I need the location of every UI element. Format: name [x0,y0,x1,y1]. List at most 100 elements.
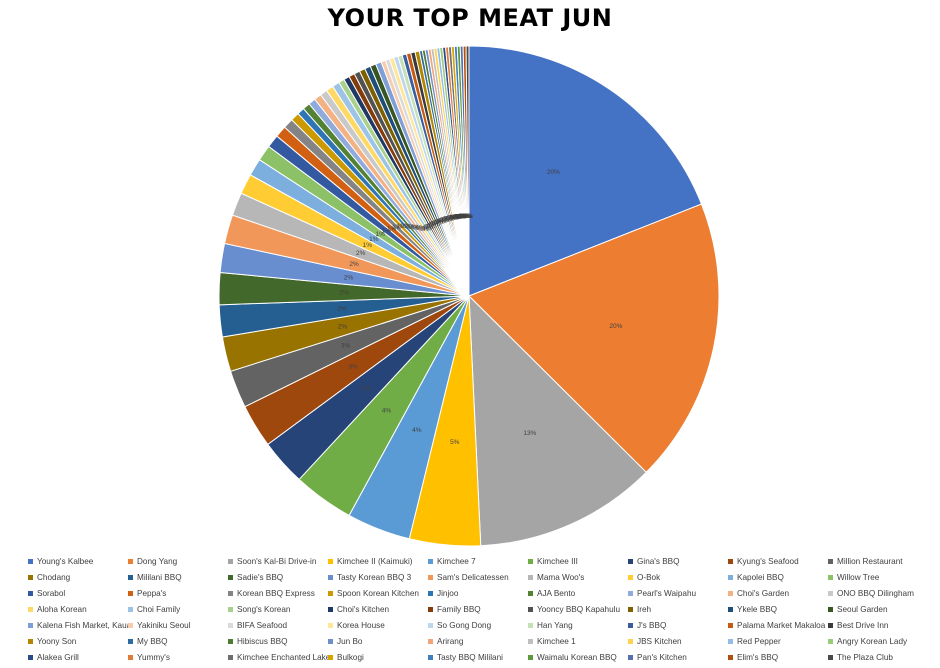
data-label-37: 0% [437,218,447,225]
legend-item: Alakea Grill [28,649,128,665]
legend-swatch [228,590,233,596]
data-label-16: 1% [369,236,379,243]
legend-swatch [128,638,133,644]
legend-item: Sam's Delicatessen [428,569,528,585]
legend-swatch [728,590,733,596]
data-label-54: 0% [456,213,466,220]
legend-item: Ykele BBQ [728,601,828,617]
legend-item: ONO BBQ Dilingham [828,585,928,601]
data-label-39: 0% [440,217,450,224]
legend-swatch [128,654,133,660]
legend-item: Yooncy BBQ Kapahulu [528,601,628,617]
data-label-31: 0% [427,222,437,229]
legend-item: Kimchee II (Kaimuki) [328,553,428,569]
data-label-10: 2% [337,306,347,313]
data-label-56: 0% [458,213,468,220]
legend-label: Tasty BBQ Mililani [437,652,503,662]
legend-item: Korean BBQ Express [228,585,328,601]
legend-item: Choi's Kitchen [328,601,428,617]
legend-item: Mama Woo's [528,569,628,585]
legend: Young's Kalbee Dong Yang Soon's Kal-Bi Dri… [28,553,928,665]
legend-label: The Plaza Club [837,652,893,662]
legend-label: Yakiniku Seoul [137,620,191,630]
legend-item: Choi's Garden [728,585,828,601]
legend-item: Yummy's [128,649,228,665]
data-label-29: 0% [423,224,433,231]
data-label-57: 0% [459,213,469,220]
legend-item: Seoul Garden [828,601,928,617]
pie-slice-1 [468,203,720,473]
legend-swatch [528,622,533,628]
legend-swatch [428,638,433,644]
data-label-35: 0% [434,219,444,226]
legend-swatch [528,574,533,580]
legend-item: Chodang [28,569,128,585]
pie-chart: 20%20%13%5%4%4%3%3%3%2%2%2%2%2%2%1%1%1%1… [218,45,720,547]
data-label-8: 3% [341,343,351,350]
legend-swatch [328,590,333,596]
data-label-12: 2% [344,274,354,281]
legend-label: Kalena Fish Market, Kauai [37,620,128,630]
data-label-11: 2% [340,289,350,296]
data-label-28: 0% [422,225,432,232]
legend-label: Kimchee 1 [537,636,576,646]
legend-item: Soon's Kal-Bi Drive-in [228,553,328,569]
legend-item: Yoony Son [28,633,128,649]
legend-swatch [728,622,733,628]
legend-swatch [728,558,733,564]
legend-swatch [728,654,733,660]
legend-label: Choi Family [137,604,181,614]
data-label-13: 2% [349,261,359,268]
legend-swatch [328,638,333,644]
legend-item: Peppa's [128,585,228,601]
data-label-40: 0% [441,217,451,224]
legend-item: Sadie's BBQ [228,569,328,585]
data-label-5: 4% [382,408,392,415]
data-label-0: 20% [547,169,560,176]
legend-label: So Gong Dong [437,620,492,630]
legend-swatch [428,654,433,660]
legend-label: Aloha Korean [37,604,87,614]
legend-swatch [128,558,133,564]
legend-swatch [228,654,233,660]
data-label-55: 0% [457,213,467,220]
data-label-52: 0% [454,214,464,221]
legend-swatch [828,654,833,660]
data-label-15: 1% [363,242,373,249]
data-label-27: 0% [419,226,429,233]
legend-item: So Gong Dong [428,617,528,633]
legend-item: Sorabol [28,585,128,601]
data-label-2: 13% [523,430,536,437]
data-label-17: 1% [376,231,386,238]
data-label-43: 0% [445,215,455,222]
data-label-47: 0% [450,214,460,221]
data-label-25: 0% [412,224,422,231]
legend-item: Jinjoo [428,585,528,601]
legend-swatch [428,574,433,580]
legend-label: Yooncy BBQ Kapahulu [537,604,620,614]
legend-label: J's BBQ [637,620,667,630]
legend-swatch [828,590,833,596]
legend-swatch [628,654,633,660]
legend-item: Arirang [428,633,528,649]
data-label-4: 4% [412,427,422,434]
legend-item: Young's Kalbee [28,553,128,569]
legend-item: Pearl's Waipahu [628,585,728,601]
data-label-36: 0% [435,218,445,225]
data-label-18: 1% [381,228,391,235]
legend-swatch [128,574,133,580]
data-label-48: 0% [451,214,461,221]
legend-swatch [828,622,833,628]
pie-slice-0 [468,45,703,297]
legend-swatch [528,590,533,596]
legend-label: Kyung's Seafood [737,556,799,566]
legend-item: Kimchee 1 [528,633,628,649]
legend-label: Kimchee III [537,556,578,566]
legend-label: Alakea Grill [37,652,79,662]
legend-label: Kapolei BBQ [737,572,784,582]
data-label-62: 0% [464,213,474,220]
legend-label: AJA Bento [537,588,576,598]
data-label-1: 20% [609,323,622,330]
legend-label: Willow Tree [837,572,880,582]
legend-item: Tasty BBQ Mililani [428,649,528,665]
